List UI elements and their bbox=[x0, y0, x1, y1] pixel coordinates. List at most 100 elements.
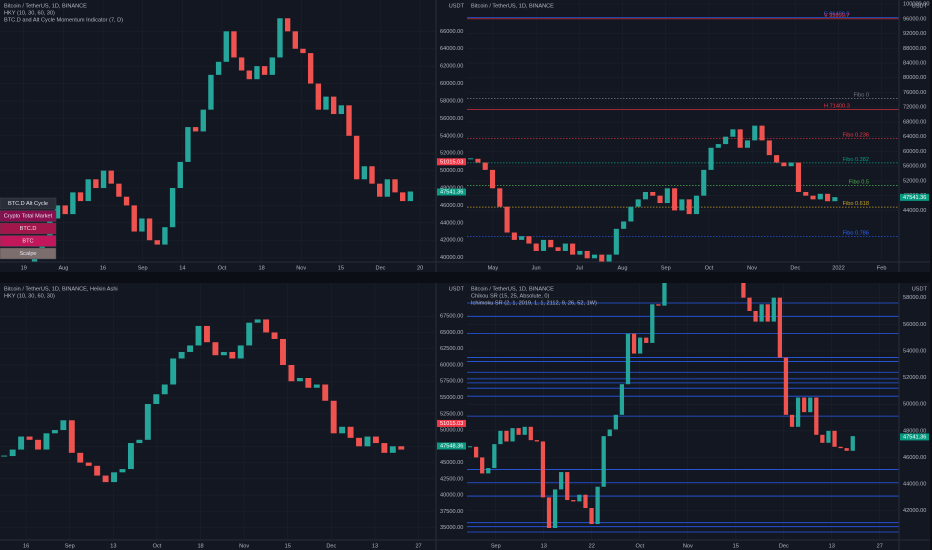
candle bbox=[519, 236, 525, 240]
candle bbox=[656, 304, 661, 306]
axis-unit: USDT bbox=[449, 286, 465, 292]
y-tick-label: 56000.00 bbox=[440, 116, 463, 122]
candle bbox=[238, 57, 245, 71]
y-tick-label: 40000.00 bbox=[440, 255, 463, 261]
candle bbox=[492, 444, 497, 469]
x-tick-label: 13 bbox=[829, 543, 835, 549]
x-tick-label: Oct bbox=[635, 543, 644, 549]
candle bbox=[589, 508, 594, 525]
candle bbox=[200, 109, 206, 132]
y-tick-label: 44000.00 bbox=[903, 482, 926, 488]
candle bbox=[77, 452, 84, 463]
indicator-title: Chikou SR (15, 25, Absolute, 0) bbox=[471, 293, 549, 299]
candle bbox=[601, 436, 606, 487]
candle bbox=[511, 232, 517, 240]
candle bbox=[814, 397, 819, 435]
indicator-title: Bitcoin / TetherUS, 1D, BINANCE bbox=[471, 3, 554, 9]
candle bbox=[783, 357, 789, 415]
y-tick-label: 42000.00 bbox=[440, 238, 463, 244]
candle bbox=[473, 446, 479, 458]
legend-label: BTC bbox=[22, 238, 33, 244]
candle bbox=[346, 105, 352, 136]
x-tick-label: Sep bbox=[661, 265, 671, 271]
candle bbox=[486, 468, 491, 474]
price-tag-label: 47548.36 bbox=[440, 443, 463, 449]
level-label: Fibo 0.786 bbox=[843, 231, 869, 237]
y-tick-label: 56000.00 bbox=[903, 164, 926, 170]
price-tag bbox=[900, 193, 929, 201]
candle bbox=[832, 197, 838, 202]
candle bbox=[504, 206, 510, 233]
plot-area bbox=[0, 0, 436, 262]
candle bbox=[808, 397, 813, 413]
candle bbox=[347, 426, 354, 438]
candle bbox=[522, 426, 527, 435]
candle bbox=[169, 188, 176, 228]
candle bbox=[31, 257, 38, 262]
candle bbox=[838, 446, 843, 449]
y-tick-label: 100000.00 bbox=[903, 2, 929, 8]
candle bbox=[43, 433, 50, 450]
candle bbox=[516, 428, 521, 435]
candle bbox=[246, 322, 253, 346]
candle bbox=[723, 136, 729, 145]
candle bbox=[613, 228, 619, 255]
candle bbox=[534, 440, 539, 442]
axis-unit: USDT bbox=[912, 286, 928, 292]
y-tick-label: 96000.00 bbox=[903, 16, 926, 22]
candle bbox=[753, 310, 758, 322]
x-tick-label: 15 bbox=[733, 543, 739, 549]
candle bbox=[389, 446, 396, 453]
candle bbox=[111, 472, 117, 483]
candle bbox=[771, 297, 776, 322]
candle bbox=[237, 345, 244, 359]
y-tick-label: 37500.00 bbox=[440, 509, 463, 515]
y-tick-label: 46000.00 bbox=[440, 203, 463, 209]
candle bbox=[70, 192, 76, 215]
candle bbox=[292, 31, 298, 49]
candle bbox=[613, 414, 618, 430]
x-tick-label: 22 bbox=[589, 543, 595, 549]
x-tick-label: 2022 bbox=[832, 265, 844, 271]
x-tick-label: Dec bbox=[790, 265, 800, 271]
candle bbox=[628, 206, 634, 222]
candle bbox=[844, 448, 849, 451]
x-tick-label: Sep bbox=[65, 543, 75, 549]
candle bbox=[263, 319, 270, 333]
candle bbox=[185, 127, 191, 162]
x-tick-label: Jul bbox=[576, 265, 583, 271]
y-tick-label: 50000.00 bbox=[903, 402, 926, 408]
x-tick-label: Nov bbox=[747, 265, 757, 271]
y-tick-label: 88000.00 bbox=[903, 46, 926, 52]
x-tick-label: 15 bbox=[285, 543, 291, 549]
level-label: H 71400.3 bbox=[824, 103, 850, 109]
x-tick-label: Oct bbox=[218, 265, 227, 271]
x-tick-label: Dec bbox=[779, 543, 789, 549]
candle bbox=[300, 48, 306, 54]
candle bbox=[62, 205, 68, 215]
x-tick-label: 16 bbox=[100, 265, 106, 271]
candle bbox=[475, 158, 481, 163]
legend-label: BTC.D Alt Cycle bbox=[8, 201, 48, 207]
candle bbox=[315, 83, 322, 110]
y-tick-label: 42500.00 bbox=[440, 476, 463, 482]
candle bbox=[361, 166, 368, 180]
candle bbox=[307, 53, 314, 84]
candle bbox=[817, 193, 823, 200]
price-tag-label: 47541.36 bbox=[903, 434, 926, 440]
x-tick-label: Aug bbox=[618, 265, 628, 271]
candle bbox=[356, 437, 362, 447]
x-tick-label: 13 bbox=[372, 543, 378, 549]
x-tick-label: Feb bbox=[877, 265, 887, 271]
candle bbox=[826, 430, 831, 443]
candle bbox=[480, 457, 485, 474]
candle bbox=[364, 436, 371, 447]
candle bbox=[693, 195, 700, 215]
level-label: Fibo 0.236 bbox=[843, 133, 869, 139]
panel-background bbox=[467, 0, 930, 272]
candle bbox=[280, 338, 286, 365]
candle bbox=[528, 426, 533, 441]
y-tick-label: 60000.00 bbox=[440, 81, 463, 87]
candle bbox=[54, 205, 61, 219]
legend-box bbox=[0, 222, 57, 235]
